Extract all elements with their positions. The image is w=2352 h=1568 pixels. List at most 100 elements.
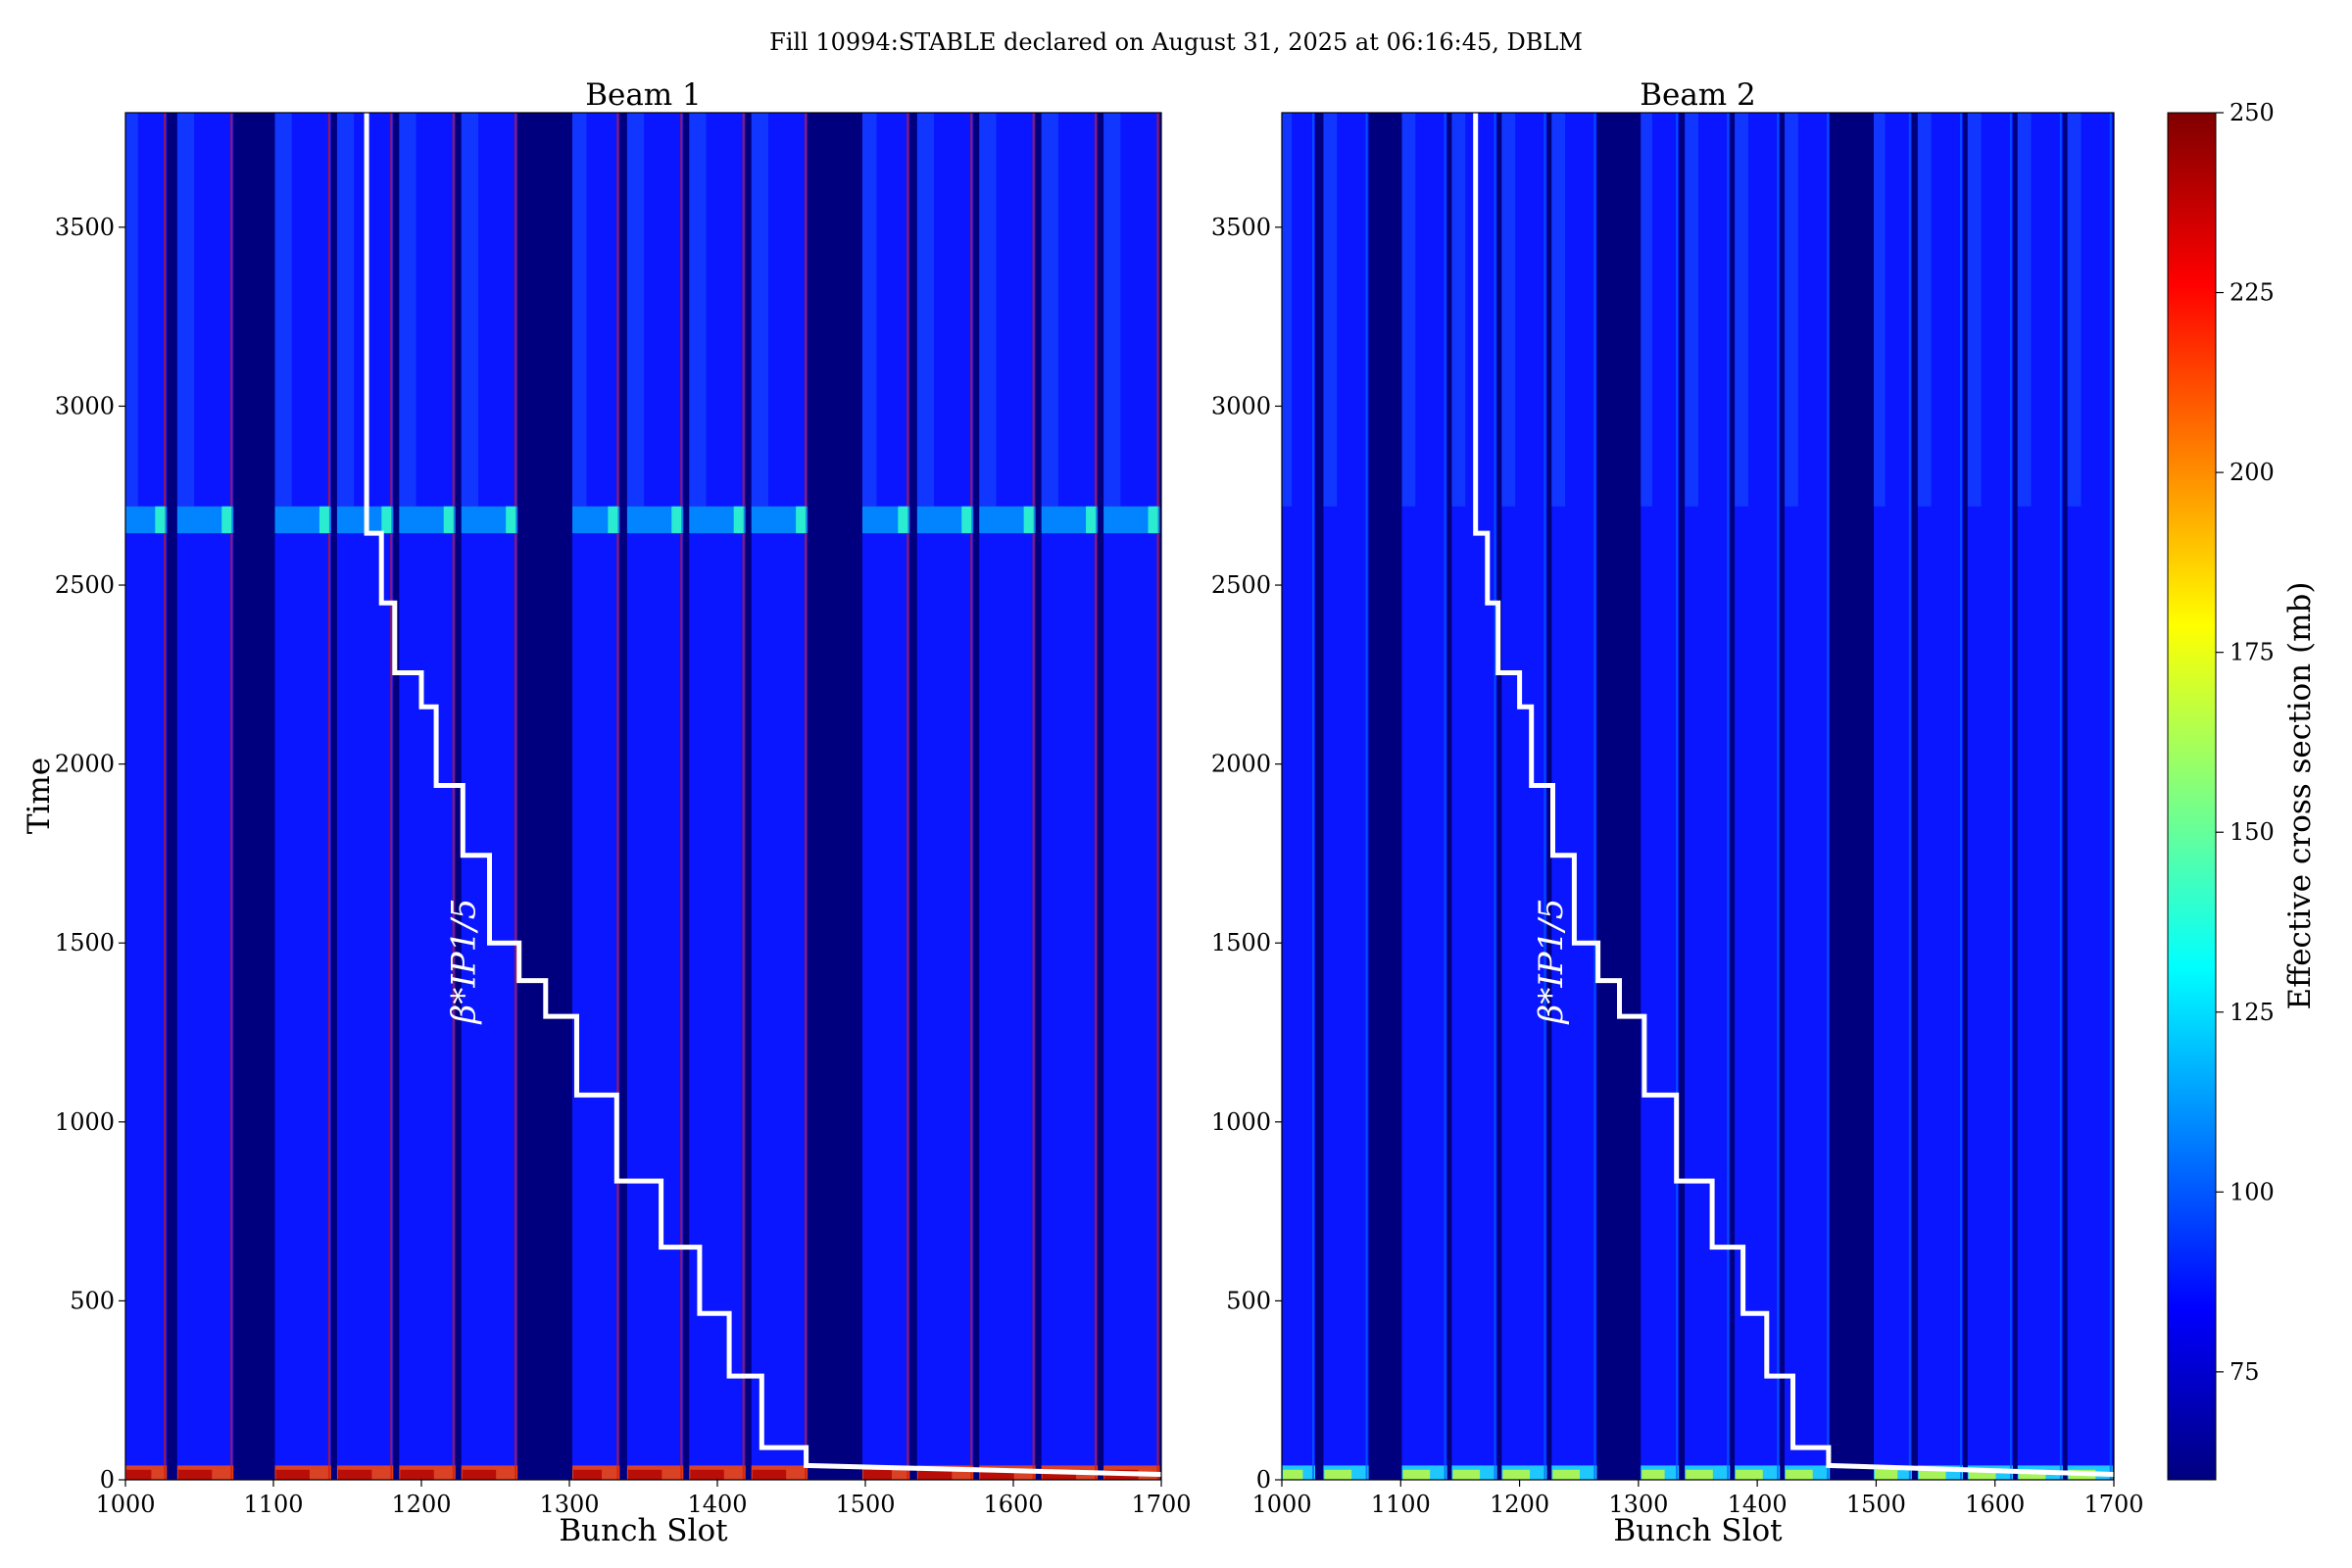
train-edge-spike — [1444, 113, 1446, 1480]
bunch-train-3 — [274, 113, 331, 1480]
bunch-train-5 — [399, 113, 456, 1480]
train-upper-shade — [2067, 113, 2082, 507]
bunch-train-9 — [1735, 113, 1781, 1480]
bunch-train-14 — [2017, 113, 2063, 1480]
train-edge-spike — [1156, 113, 1159, 1480]
train-band-hot — [221, 506, 232, 534]
train-start-hot — [1686, 1469, 1713, 1480]
train-band-hot — [1023, 506, 1034, 534]
bunch-train-1 — [1282, 113, 1315, 1480]
colorbar-gradient — [2167, 112, 2217, 1481]
train-upper-shade — [1041, 113, 1058, 507]
train-start-hot — [1642, 1469, 1665, 1480]
train-edge-spike — [1676, 113, 1679, 1480]
train-band-hot — [155, 506, 166, 534]
train-edge-spike — [514, 113, 517, 1480]
x-axis-label: Bunch Slot — [1613, 1513, 1783, 1548]
beta-star-annotation: β*IP1/5 — [1532, 899, 1571, 1026]
train-start-hot — [1452, 1469, 1481, 1480]
x-tick-label: 1200 — [1490, 1491, 1549, 1518]
train-edge-spike — [1544, 113, 1546, 1480]
train-edge-spike — [1095, 113, 1098, 1480]
bunch-train-11 — [861, 113, 910, 1480]
train-band-hot — [1148, 506, 1158, 534]
train-start-hot — [1402, 1469, 1431, 1480]
beam-1-panel: β*IP1/5 1000 1100 1200 1300 1400 1500 1600 1700 0… — [22, 77, 1192, 1548]
train-band-hot — [443, 506, 454, 534]
y-tick-label: 3000 — [55, 392, 115, 419]
x-tick-label: 1700 — [2083, 1491, 2143, 1518]
train-edge-spike — [1032, 113, 1035, 1480]
panel-title: Beam 2 — [1640, 77, 1756, 113]
train-edge-spike — [1908, 113, 1911, 1480]
x-tick-label: 1600 — [1965, 1491, 2025, 1518]
train-edge-spike — [1777, 113, 1780, 1480]
bunch-train-6 — [1551, 113, 1597, 1480]
train-upper-shade — [1323, 113, 1338, 507]
axes-frame — [124, 112, 1162, 1481]
y-tick-label: 2000 — [1211, 751, 1271, 778]
train-start-hot — [980, 1469, 1014, 1480]
bunch-train-12 — [916, 113, 974, 1480]
train-edge-spike — [742, 113, 745, 1480]
y-tick-label: 1500 — [55, 929, 115, 956]
train-start-hot — [1324, 1469, 1352, 1480]
bunch-train-12 — [1917, 113, 1963, 1480]
bunch-train-3 — [1401, 113, 1447, 1480]
train-upper-shade — [1685, 113, 1698, 507]
bunch-train-1 — [125, 113, 168, 1480]
beta-star-line — [364, 113, 1161, 1477]
train-edge-spike — [1494, 113, 1496, 1480]
train-start-hot — [177, 1469, 213, 1480]
train-upper-shade — [274, 113, 292, 507]
x-tick-label: 1100 — [1371, 1491, 1431, 1518]
bunch-train-14 — [1041, 113, 1099, 1480]
bunch-train-8 — [626, 113, 684, 1480]
y-tick-label: 0 — [1256, 1466, 1271, 1494]
x-axis-label: Bunch Slot — [559, 1513, 728, 1548]
bunch-train-13 — [979, 113, 1036, 1480]
colorbar-tick-label: 100 — [2230, 1178, 2275, 1205]
train-upper-shade — [1641, 113, 1652, 507]
train-edge-spike — [2109, 113, 2112, 1480]
colorbar-tick-label: 150 — [2230, 818, 2275, 846]
y-tick-label: 0 — [100, 1466, 115, 1494]
train-band-hot — [608, 506, 618, 534]
x-tick-label: 1300 — [539, 1491, 599, 1518]
bunch-train-15 — [2067, 113, 2113, 1480]
train-upper-shade — [336, 113, 355, 507]
y-tick-label: 500 — [70, 1287, 115, 1314]
bunch-train-6 — [461, 113, 518, 1480]
bunch-train-8 — [1685, 113, 1731, 1480]
train-upper-shade — [1282, 113, 1293, 507]
train-band-hot — [671, 506, 682, 534]
x-axis-ticks: 1000 1100 1200 1300 1400 1500 1600 1700 — [1251, 1480, 2144, 1518]
bunch-train-10 — [1785, 113, 1831, 1480]
y-tick-label: 2000 — [55, 751, 115, 778]
train-edge-spike — [390, 113, 393, 1480]
train-upper-shade — [1735, 113, 1748, 507]
bunch-train-11 — [1874, 113, 1912, 1480]
bunch-train-9 — [689, 113, 746, 1480]
x-axis-ticks: 1000 1100 1200 1300 1400 1500 1600 1700 — [95, 1480, 1192, 1518]
train-band-hot — [506, 506, 516, 534]
y-tick-label: 1000 — [55, 1108, 115, 1136]
train-edge-spike — [164, 113, 167, 1480]
colorbar-tick-label: 75 — [2230, 1358, 2260, 1386]
train-start-hot — [752, 1469, 787, 1480]
colorbar: 75 100 125 150 175 200 225 250 Effective cross … — [2167, 99, 2318, 1481]
train-start-hot — [400, 1469, 434, 1480]
train-upper-shade — [689, 113, 707, 507]
train-edge-spike — [1593, 113, 1596, 1480]
bunch-train-2 — [1323, 113, 1369, 1480]
train-start-hot — [1283, 1469, 1303, 1480]
train-upper-shade — [1501, 113, 1516, 507]
train-upper-shade — [176, 113, 195, 507]
beta-star-annotation: β*IP1/5 — [444, 899, 483, 1026]
train-edge-spike — [970, 113, 973, 1480]
train-start-hot — [573, 1469, 603, 1480]
colorbar-tick-label: 250 — [2230, 99, 2275, 126]
train-start-hot — [917, 1469, 953, 1480]
y-tick-label: 2500 — [55, 571, 115, 599]
